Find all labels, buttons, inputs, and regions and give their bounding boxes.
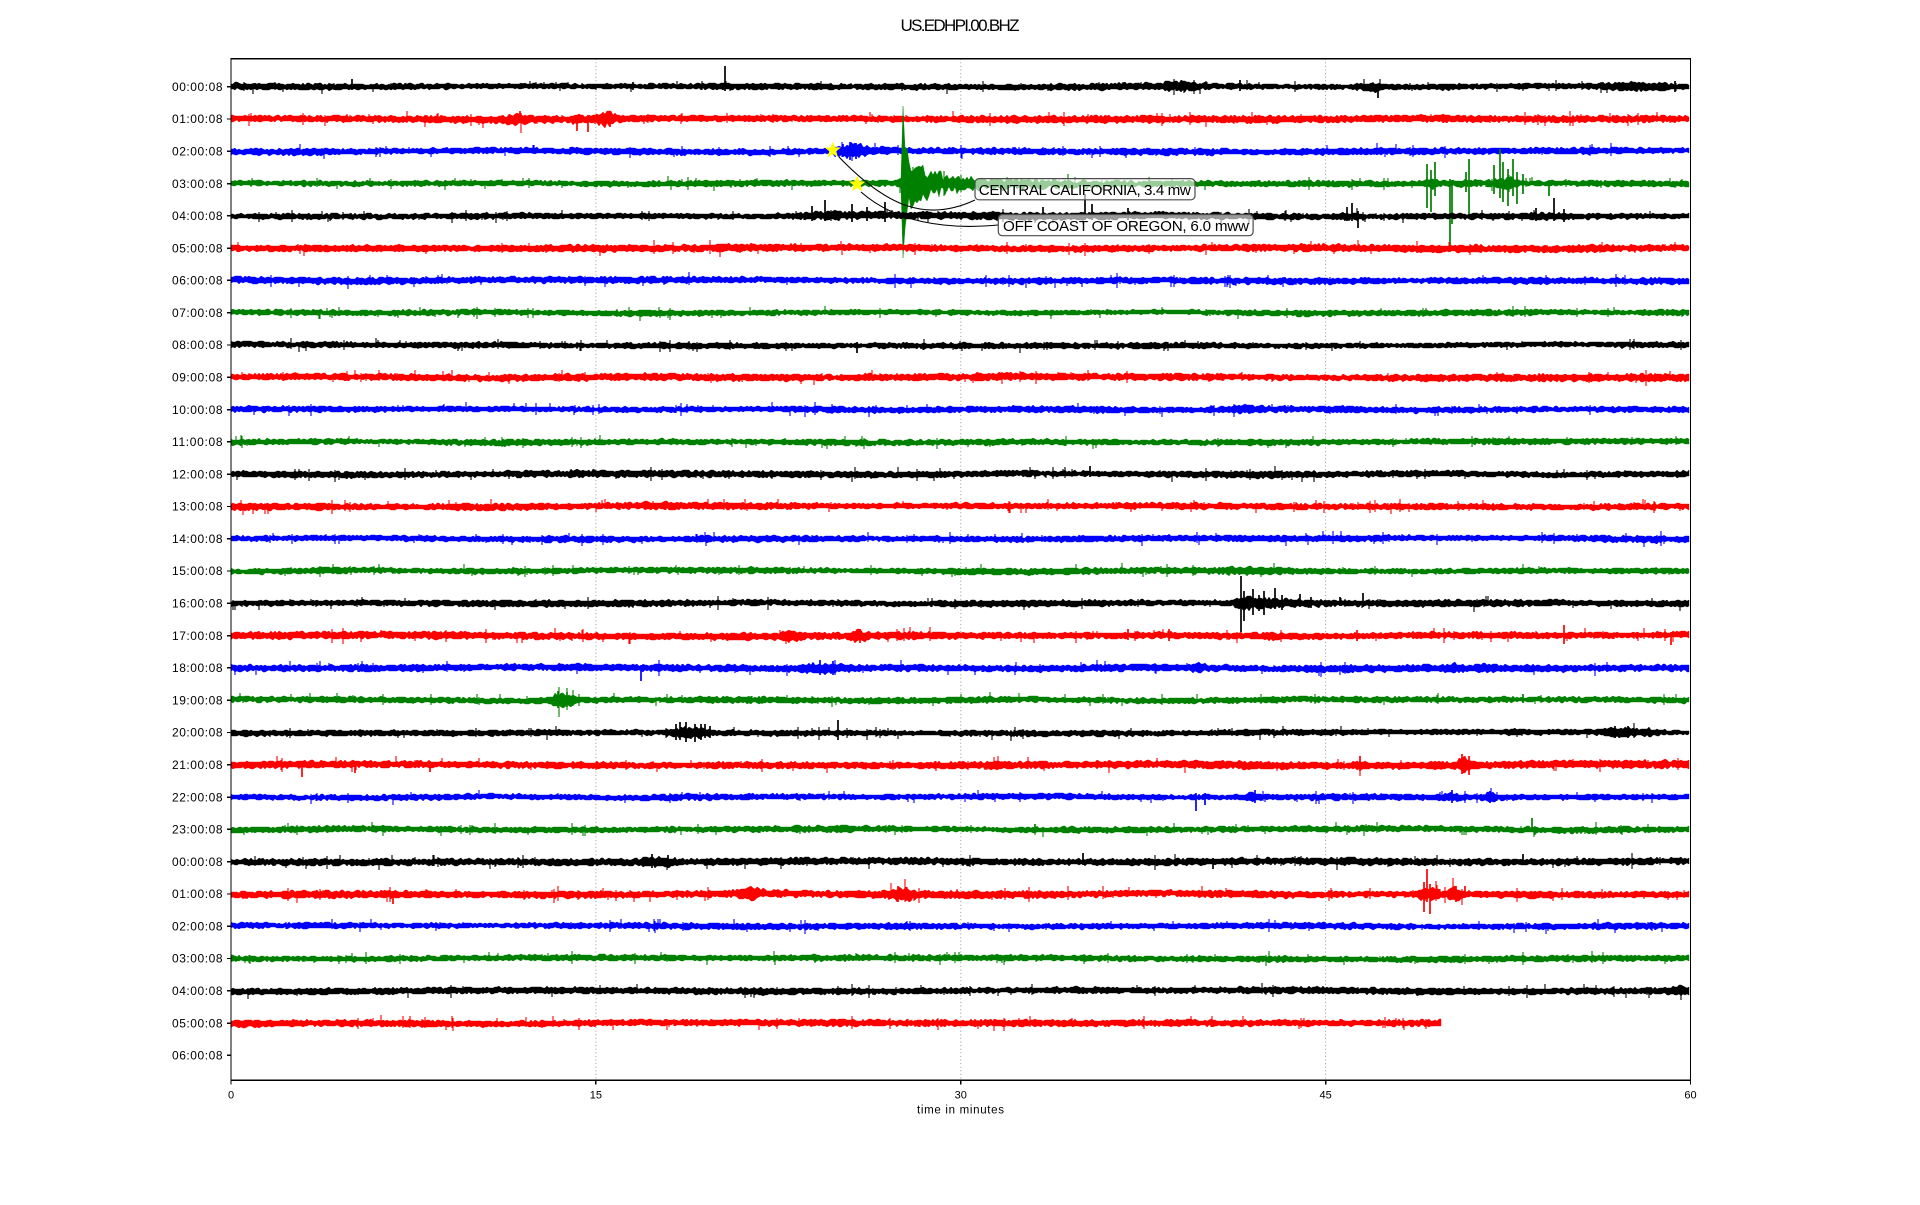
svg-text:08:00:08: 08:00:08 bbox=[172, 338, 223, 352]
svg-text:15:00:08: 15:00:08 bbox=[172, 564, 223, 578]
svg-text:19:00:08: 19:00:08 bbox=[172, 693, 223, 707]
svg-text:06:00:08: 06:00:08 bbox=[172, 1049, 223, 1063]
svg-text:13:00:08: 13:00:08 bbox=[172, 500, 223, 514]
svg-text:04:00:08: 04:00:08 bbox=[172, 984, 223, 998]
svg-text:time in minutes: time in minutes bbox=[917, 1105, 1004, 1117]
svg-text:01:00:08: 01:00:08 bbox=[172, 887, 223, 901]
svg-text:06:00:08: 06:00:08 bbox=[172, 274, 223, 288]
svg-text:23:00:08: 23:00:08 bbox=[172, 823, 223, 837]
svg-text:CENTRAL CALIFORNIA, 3.4 mw: CENTRAL CALIFORNIA, 3.4 mw bbox=[979, 182, 1191, 199]
svg-text:12:00:08: 12:00:08 bbox=[172, 467, 223, 481]
svg-text:16:00:08: 16:00:08 bbox=[172, 597, 223, 611]
svg-text:05:00:08: 05:00:08 bbox=[172, 1016, 223, 1030]
svg-text:18:00:08: 18:00:08 bbox=[172, 661, 223, 675]
svg-text:30: 30 bbox=[955, 1090, 967, 1102]
svg-text:20:00:08: 20:00:08 bbox=[172, 726, 223, 740]
svg-text:10:00:08: 10:00:08 bbox=[172, 403, 223, 417]
svg-text:04:00:08: 04:00:08 bbox=[172, 209, 223, 223]
svg-text:09:00:08: 09:00:08 bbox=[172, 371, 223, 385]
svg-text:00:00:08: 00:00:08 bbox=[172, 80, 223, 94]
svg-text:60: 60 bbox=[1684, 1090, 1696, 1102]
svg-text:01:00:08: 01:00:08 bbox=[172, 112, 223, 126]
svg-text:03:00:08: 03:00:08 bbox=[172, 952, 223, 966]
svg-text:14:00:08: 14:00:08 bbox=[172, 532, 223, 546]
svg-text:02:00:08: 02:00:08 bbox=[172, 919, 223, 933]
svg-text:03:00:08: 03:00:08 bbox=[172, 177, 223, 191]
svg-text:11:00:08: 11:00:08 bbox=[172, 435, 223, 449]
svg-text:OFF COAST OF OREGON, 6.0 mww: OFF COAST OF OREGON, 6.0 mww bbox=[1003, 218, 1249, 235]
svg-text:17:00:08: 17:00:08 bbox=[172, 629, 223, 643]
svg-text:22:00:08: 22:00:08 bbox=[172, 790, 223, 804]
svg-text:21:00:08: 21:00:08 bbox=[172, 758, 223, 772]
svg-text:0: 0 bbox=[228, 1090, 234, 1102]
svg-text:02:00:08: 02:00:08 bbox=[172, 145, 223, 159]
svg-text:07:00:08: 07:00:08 bbox=[172, 306, 223, 320]
svg-text:15: 15 bbox=[590, 1090, 602, 1102]
svg-text:05:00:08: 05:00:08 bbox=[172, 241, 223, 255]
svg-text:00:00:08: 00:00:08 bbox=[172, 855, 223, 869]
svg-text:US.EDHPI.00.BHZ: US.EDHPI.00.BHZ bbox=[901, 16, 1020, 35]
svg-text:45: 45 bbox=[1319, 1090, 1331, 1102]
